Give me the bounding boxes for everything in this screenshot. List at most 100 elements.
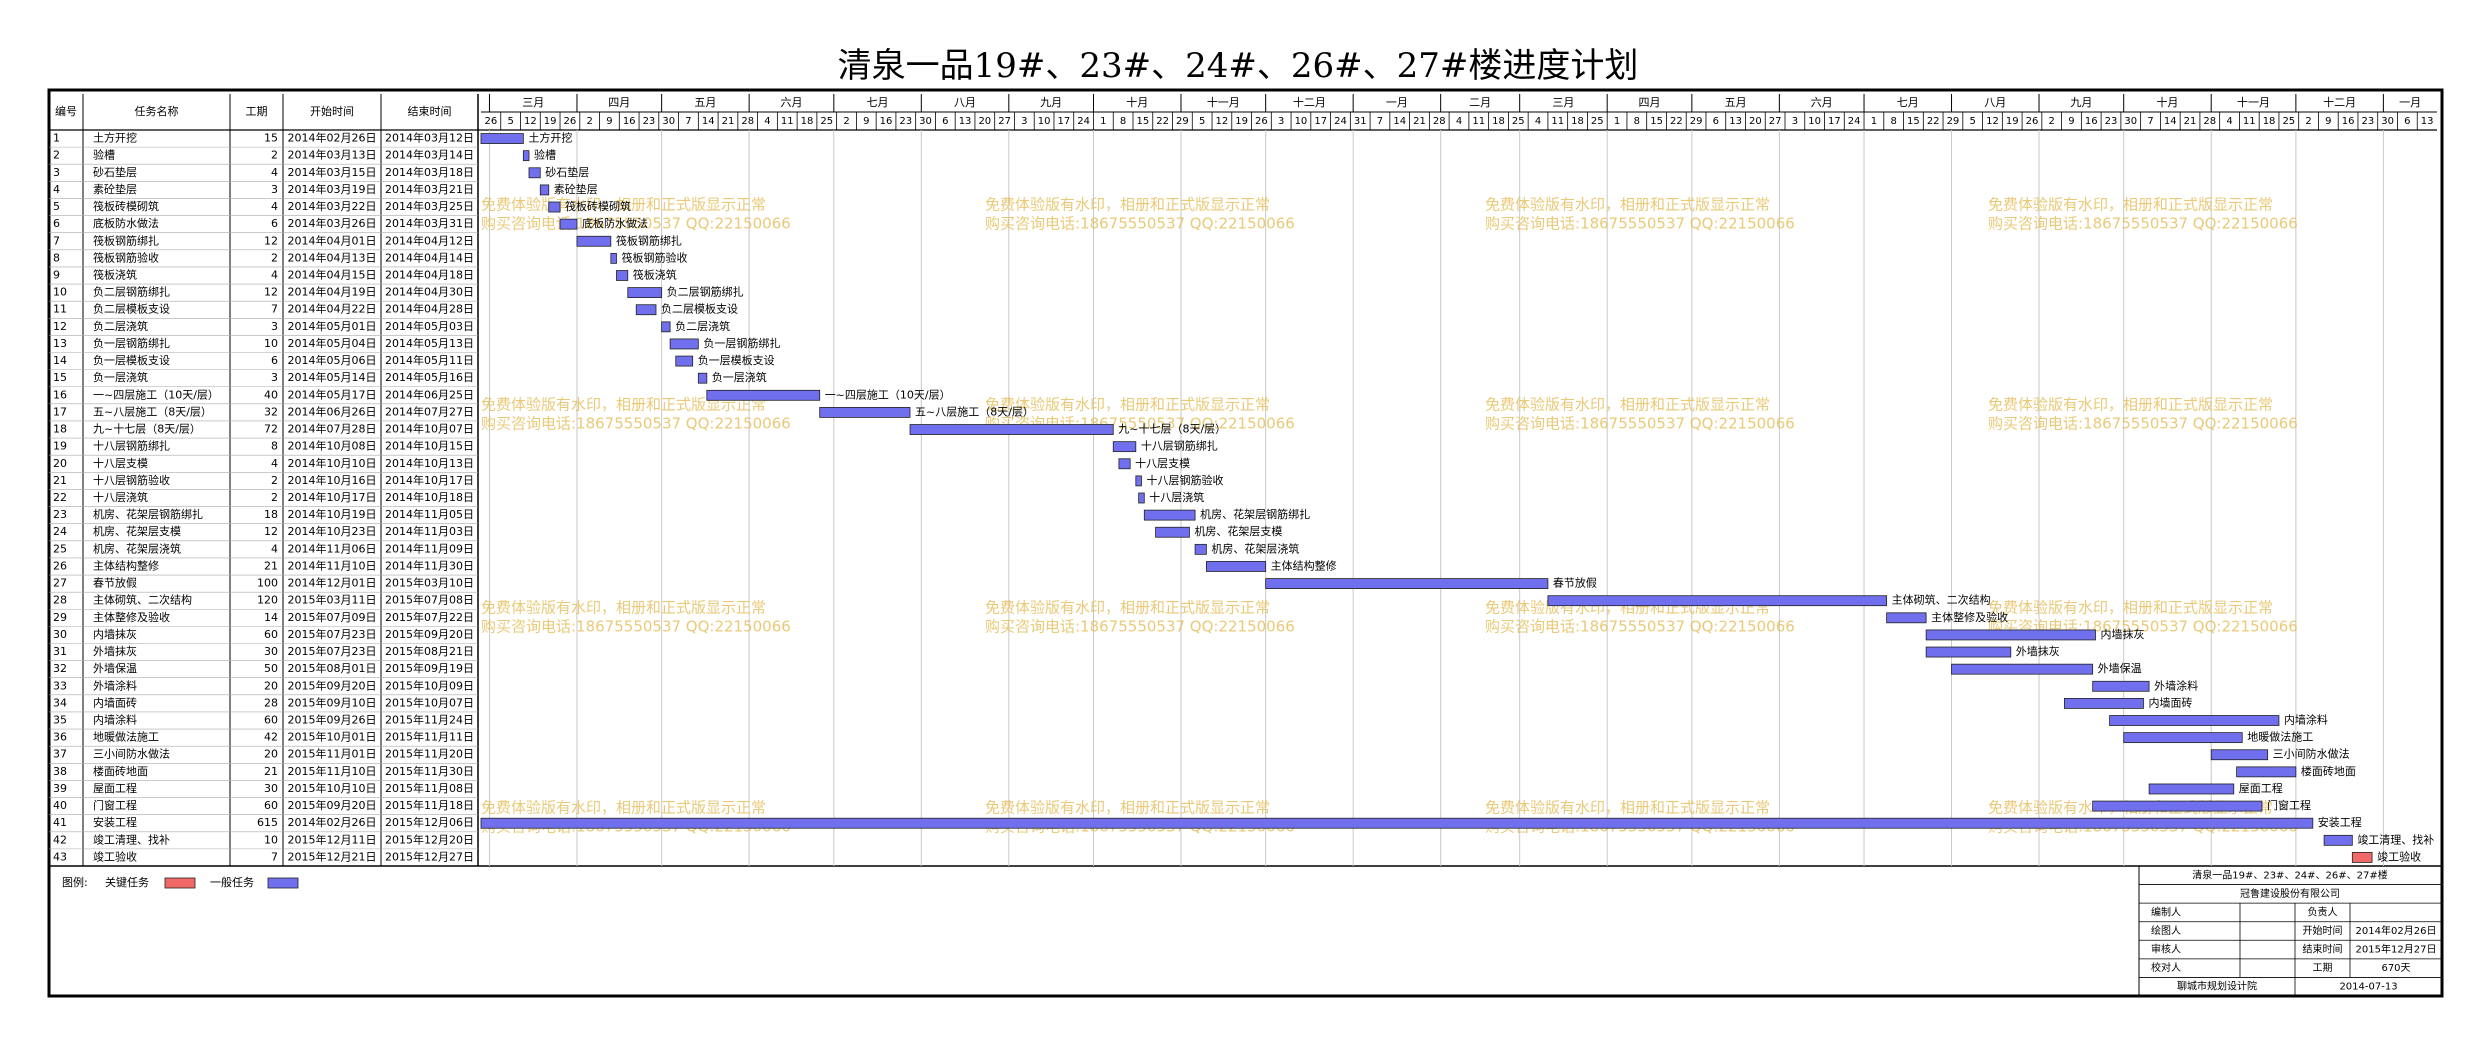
task-end: 2015年08月21日 <box>385 644 474 658</box>
watermark: 购买咨询电话:18675550537 QQ:22150066 <box>481 215 791 233</box>
task-bar <box>2092 680 2150 692</box>
task-duration: 12 <box>264 286 278 299</box>
day-label: 13 <box>1729 116 1742 127</box>
bar-label: 外墙保温 <box>2098 661 2142 675</box>
task-duration: 120 <box>257 594 278 607</box>
day-label: 6 <box>2404 116 2410 127</box>
task-name: 负一层浇筑 <box>93 370 148 384</box>
bar-label: 土方开挖 <box>528 131 572 145</box>
task-bar <box>522 150 530 162</box>
day-label: 23 <box>899 116 912 127</box>
task-end: 2014年11月30日 <box>385 558 474 572</box>
tb-label: 校对人 <box>2151 961 2181 974</box>
day-label: 29 <box>1947 116 1960 127</box>
task-id: 7 <box>53 234 60 247</box>
day-label: 23 <box>2105 116 2118 127</box>
task-start: 2015年09月10日 <box>288 695 377 709</box>
task-bar <box>635 304 657 316</box>
day-label: 1 <box>1614 116 1620 127</box>
column-header: 结束时间 <box>408 105 452 118</box>
day-label: 18 <box>1571 116 1584 127</box>
task-bar <box>559 218 578 230</box>
watermark: 免费体验版有水印，相册和正式版显示正常 <box>985 396 1270 414</box>
task-duration: 3 <box>271 183 278 196</box>
task-start: 2014年03月15日 <box>288 165 377 179</box>
task-end: 2014年04月28日 <box>385 302 474 316</box>
task-id: 6 <box>53 217 60 230</box>
task-id: 15 <box>53 371 67 384</box>
task-end: 2014年11月05日 <box>385 507 474 521</box>
task-duration: 7 <box>271 850 278 863</box>
day-label: 10 <box>1038 116 1051 127</box>
task-name: 筏板钢筋验收 <box>93 250 159 264</box>
task-name: 内墙抹灰 <box>93 627 137 641</box>
legend-label: 图例: <box>62 875 88 889</box>
day-label: 4 <box>764 116 770 127</box>
task-end: 2014年03月25日 <box>385 199 474 213</box>
task-duration: 12 <box>264 525 278 538</box>
task-id: 23 <box>53 508 67 521</box>
task-id: 32 <box>53 662 67 675</box>
day-label: 18 <box>801 116 814 127</box>
task-name: 负二层浇筑 <box>93 319 148 333</box>
bar-label: 楼面砖地面 <box>2301 764 2356 778</box>
day-label: 25 <box>1512 116 1525 127</box>
task-end: 2014年10月07日 <box>385 422 474 436</box>
task-duration: 14 <box>264 611 278 624</box>
task-id: 13 <box>53 337 67 350</box>
task-bar <box>1155 526 1190 538</box>
day-label: 3 <box>1278 116 1284 127</box>
task-end: 2014年10月18日 <box>385 490 474 504</box>
day-label: 16 <box>880 116 893 127</box>
task-id: 34 <box>53 696 67 709</box>
task-start: 2014年03月13日 <box>288 148 377 162</box>
task-duration: 20 <box>264 748 278 761</box>
bar-label: 十八层钢筋验收 <box>1146 473 1223 487</box>
task-bar <box>1547 595 1888 607</box>
day-label: 23 <box>643 116 656 127</box>
watermark: 购买咨询电话:18675550537 QQ:22150066 <box>1988 215 2298 233</box>
bar-label: 十八层浇筑 <box>1149 490 1204 504</box>
legend-normal: 一般任务 <box>210 876 254 889</box>
watermark: 购买咨询电话:18675550537 QQ:22150066 <box>1988 415 2298 433</box>
day-label: 21 <box>722 116 735 127</box>
day-label: 20 <box>978 116 991 127</box>
task-name: 九~十七层（8天/层） <box>93 422 201 436</box>
task-bar <box>610 252 617 264</box>
day-label: 14 <box>2164 116 2177 127</box>
task-end: 2015年07月22日 <box>385 610 474 624</box>
task-end: 2014年04月30日 <box>385 285 474 299</box>
task-duration: 10 <box>264 833 278 846</box>
task-duration: 30 <box>264 782 278 795</box>
bar-label: 底板防水做法 <box>582 216 648 230</box>
bar-label: 外墙涂料 <box>2154 678 2198 692</box>
day-label: 23 <box>2361 116 2374 127</box>
task-id: 10 <box>53 286 67 299</box>
task-id: 27 <box>53 577 67 590</box>
month-label: 十月 <box>1126 95 1148 109</box>
day-label: 19 <box>2006 116 2019 127</box>
task-name: 竣工清理、找补 <box>93 832 170 846</box>
month-label: 二月 <box>1469 96 1491 109</box>
column-header: 工期 <box>246 105 268 118</box>
task-name: 机房、花架层支模 <box>93 524 181 538</box>
task-bar <box>1886 612 1927 624</box>
task-start: 2014年02月26日 <box>288 131 377 145</box>
day-label: 9 <box>2325 116 2331 127</box>
task-bar <box>1135 475 1142 487</box>
task-duration: 12 <box>264 234 278 247</box>
task-duration: 7 <box>271 303 278 316</box>
task-name: 外墙保温 <box>93 661 137 675</box>
day-label: 28 <box>741 116 754 127</box>
task-name: 十八层钢筋验收 <box>93 473 170 487</box>
task-name: 土方开挖 <box>93 131 137 145</box>
day-label: 21 <box>2184 116 2197 127</box>
day-label: 20 <box>1749 116 1762 127</box>
task-bar <box>1112 441 1137 453</box>
task-start: 2014年04月13日 <box>288 250 377 264</box>
task-name: 内墙涂料 <box>93 713 137 727</box>
task-duration: 32 <box>264 405 278 418</box>
task-bar <box>2210 749 2269 761</box>
day-label: 3 <box>1792 116 1798 127</box>
